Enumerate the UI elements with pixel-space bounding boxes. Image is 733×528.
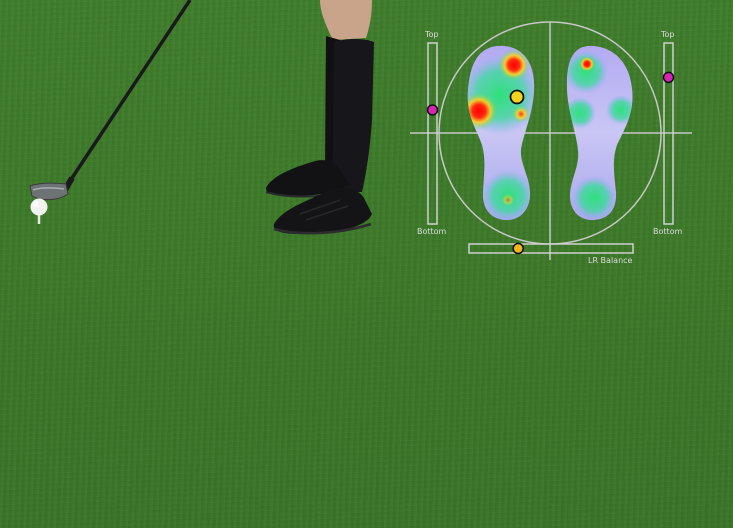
golf-ball <box>30 198 48 216</box>
right-vertical-gauge <box>663 42 674 225</box>
left-gauge-bottom-label: Bottom <box>417 227 447 236</box>
front-shoe-sole <box>273 222 372 235</box>
shoe-laces <box>299 199 349 221</box>
club-head <box>29 182 69 201</box>
player-back-shoe <box>266 160 350 196</box>
golf-ball-highlight <box>33 201 39 207</box>
left-gauge-marker <box>426 104 439 116</box>
lr-balance-marker <box>512 242 524 255</box>
right-gauge-top-label: Top <box>660 30 675 39</box>
lr-balance-label: LR Balance <box>588 256 633 265</box>
left-gauge-top-label: Top <box>424 30 439 39</box>
pressure-overlay: Top Bottom Top Bottom LR Balance <box>410 21 692 265</box>
player-front-shoe <box>273 188 372 234</box>
lr-balance-gauge <box>468 243 634 254</box>
right-gauge-marker <box>662 71 675 84</box>
left-vertical-gauge <box>427 42 438 225</box>
right-gauge-bottom-label: Bottom <box>653 227 683 236</box>
player-front-sock <box>332 39 374 192</box>
player-skin-legs <box>320 0 372 40</box>
club-head-shine <box>32 187 65 191</box>
club-shaft <box>66 0 192 185</box>
left-foot-heatmap <box>467 45 535 221</box>
center-of-pressure-marker <box>509 89 525 105</box>
